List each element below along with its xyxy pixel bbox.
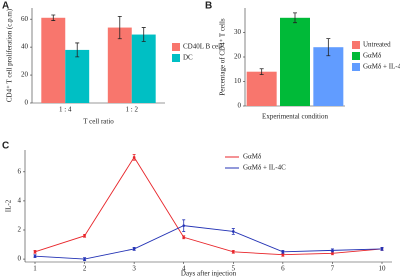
bar [41,17,66,103]
point [380,247,384,251]
y-tick-label: 40 [21,43,29,51]
x-axis-label: Days after injection [181,270,237,278]
line [34,156,383,256]
point [33,254,37,258]
point [231,250,235,254]
legend-swatch [172,43,180,51]
legend-label: GαMδ [243,153,262,161]
point [231,230,235,233]
bar [131,34,156,104]
error-bar [51,14,56,21]
bar [65,49,90,103]
x-tick-label: 7 [331,265,335,273]
y-axis-label: IL-2 [5,199,13,212]
y-tick-label: 0 [238,102,242,110]
point [331,249,334,252]
panel-label: C [2,141,9,152]
x-tick-label: 4 [182,265,186,273]
y-tick-label: 0 [25,99,29,107]
point [132,247,136,251]
x-tick-label: 3 [132,265,136,273]
point [83,234,86,238]
point [331,251,334,255]
legend-swatch [172,54,180,62]
x-tick-label: 1 : 2 [126,106,139,114]
y-tick-label: 2 [18,226,22,234]
x-tick-label: 10 [379,265,387,273]
x-axis-label: T cell ratio [83,118,114,126]
y-tick-label: 60 [21,15,29,23]
x-tick-label: 5 [232,265,236,273]
legend-swatch [352,41,360,49]
y-axis-label: CD4⁺ T cell proliferation (c.p.m) [6,8,14,102]
error-bar [293,12,297,24]
x-tick-label: 1 : 4 [59,106,72,114]
point [182,224,186,227]
point [132,155,136,159]
x-tick-label: 6 [281,265,285,273]
y-tick-label: 10 [234,77,242,85]
bar [246,71,277,106]
error-bar [75,42,80,58]
error-bar [141,27,146,42]
legend-label: GαMδ + IL-4C [363,63,400,71]
error-bar [117,15,122,40]
y-axis-label: Percentage of CD4⁺ T cells [219,18,227,96]
legend-label: GαMδ [363,52,382,60]
point [182,235,186,239]
legend-label: DC [183,54,193,62]
error-bar [259,68,264,76]
y-tick-label: 20 [21,71,29,79]
y-tick-label: 0 [18,255,22,263]
legend-label: GαMδ + IL-4C [243,164,286,172]
y-tick-label: 6 [18,167,22,175]
panel-label: A [2,1,9,12]
x-axis-label: Experimental condition [262,113,328,121]
panel-label: B [205,1,212,12]
y-tick-label: 20 [234,53,242,61]
legend-label: Untreated [363,41,391,49]
point [83,257,86,261]
bar [280,17,310,106]
bar [107,27,132,103]
line [34,225,383,260]
point [281,250,285,254]
y-tick-label: 30 [234,28,242,36]
x-tick-label: 2 [83,265,87,273]
y-tick-label: 4 [18,197,22,205]
point [281,253,285,257]
x-tick-label: 1 [33,265,37,273]
legend-swatch [352,63,360,71]
legend-label: CD40L B cell [183,43,222,51]
legend-swatch [352,52,360,60]
error-bar [326,38,331,57]
point [33,250,37,254]
bar [313,47,344,106]
